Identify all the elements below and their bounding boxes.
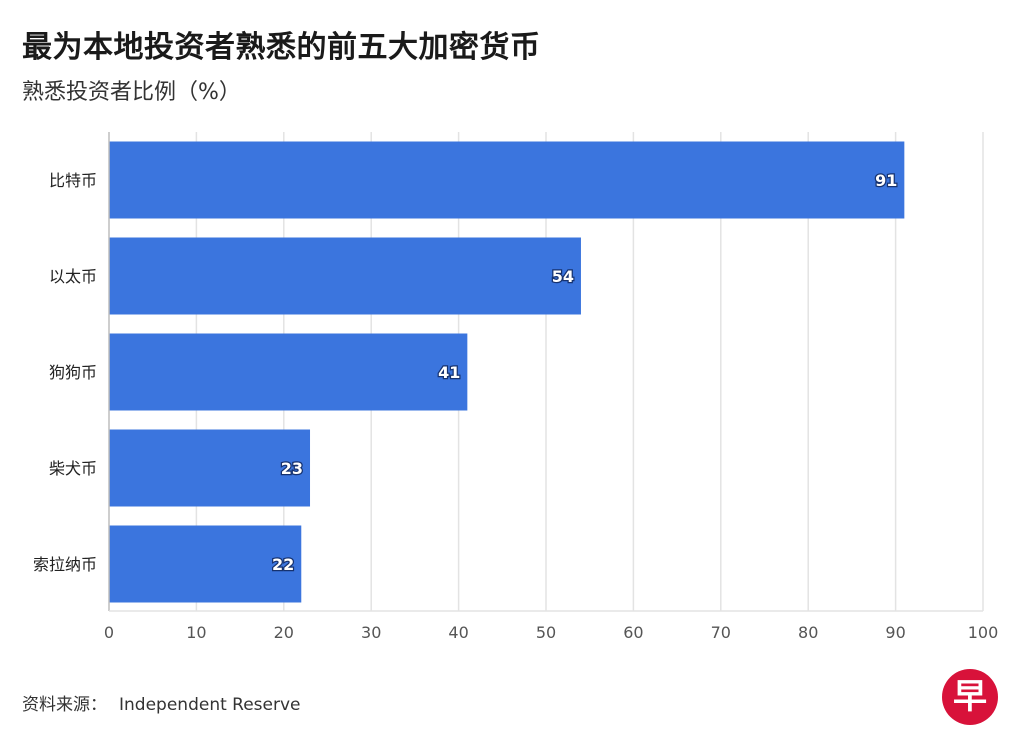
value-label-5: 22 bbox=[272, 555, 294, 574]
chart-subtitle: 熟悉投资者比例（%） bbox=[22, 80, 241, 105]
bar-4 bbox=[109, 429, 311, 507]
value-label-4: 23 bbox=[281, 459, 303, 478]
source-note: 资料来源： Independent Reserve bbox=[22, 690, 301, 715]
x-tick-label-0: 0 bbox=[104, 623, 114, 642]
source-label: 资料来源： bbox=[22, 695, 107, 715]
category-label-4: 柴犬币 bbox=[49, 459, 97, 478]
x-tick-label-60: 60 bbox=[623, 623, 643, 642]
x-tick-label-50: 50 bbox=[536, 623, 556, 642]
x-tick-label-80: 80 bbox=[798, 623, 818, 642]
category-label-1: 比特币 bbox=[49, 171, 97, 190]
bar-2 bbox=[109, 237, 581, 315]
value-label-3: 41 bbox=[438, 363, 460, 382]
x-tick-label-40: 40 bbox=[448, 623, 468, 642]
brand-logo: 早 bbox=[942, 669, 998, 725]
x-tick-label-30: 30 bbox=[361, 623, 381, 642]
category-label-5: 索拉纳币 bbox=[33, 555, 97, 574]
x-tick-label-90: 90 bbox=[885, 623, 905, 642]
x-tick-label-10: 10 bbox=[186, 623, 206, 642]
chart-title: 最为本地投资者熟悉的前五大加密货币 bbox=[22, 30, 541, 65]
x-tick-label-20: 20 bbox=[274, 623, 294, 642]
x-tick-label-100: 100 bbox=[968, 623, 999, 642]
source-name: Independent Reserve bbox=[119, 695, 301, 715]
bar-1 bbox=[109, 141, 905, 219]
value-label-2: 54 bbox=[552, 267, 574, 286]
bar-5 bbox=[109, 525, 302, 603]
category-label-2: 以太币 bbox=[49, 267, 97, 286]
value-label-1: 91 bbox=[875, 171, 897, 190]
bar-3 bbox=[109, 333, 468, 411]
category-label-3: 狗狗币 bbox=[49, 363, 97, 382]
x-tick-label-70: 70 bbox=[711, 623, 731, 642]
